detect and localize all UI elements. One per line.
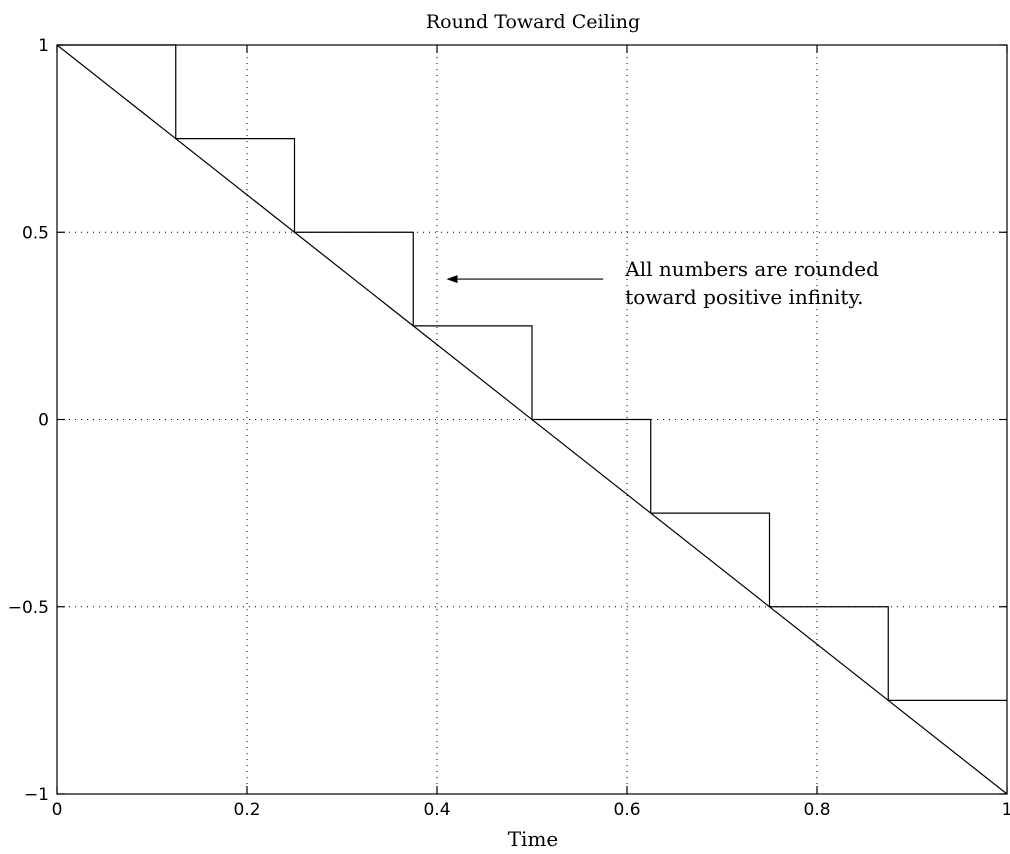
annotation-arrowhead (446, 275, 458, 284)
x-tick-label: 0.4 (423, 800, 450, 820)
x-tick-label: 0.2 (233, 800, 260, 820)
x-tick-label: 0.6 (613, 800, 640, 820)
axis-ticks: 0 0.2 0.4 0.6 0.8 1 −1 −0.5 0 0.5 1 (8, 36, 1010, 820)
y-tick-label: −1 (24, 785, 49, 805)
y-tick-label: 1 (38, 36, 49, 56)
series-step-line (57, 44, 1007, 701)
y-tick-label: −0.5 (8, 598, 49, 618)
annotation: All numbers are rounded toward positive … (446, 257, 879, 309)
x-axis-label: Time (508, 827, 559, 851)
annotation-text-line-1: All numbers are rounded (624, 257, 879, 281)
series-group (56, 44, 1008, 795)
annotation-text-line-2: toward positive infinity. (625, 285, 863, 309)
y-tick-label: 0 (38, 411, 49, 431)
x-tick-label: 0.8 (803, 800, 830, 820)
y-tick-label: 0.5 (22, 223, 49, 243)
x-tick-label: 0 (52, 800, 63, 820)
chart-title: Round Toward Ceiling (426, 11, 640, 33)
x-tick-label: 1 (1002, 800, 1010, 820)
